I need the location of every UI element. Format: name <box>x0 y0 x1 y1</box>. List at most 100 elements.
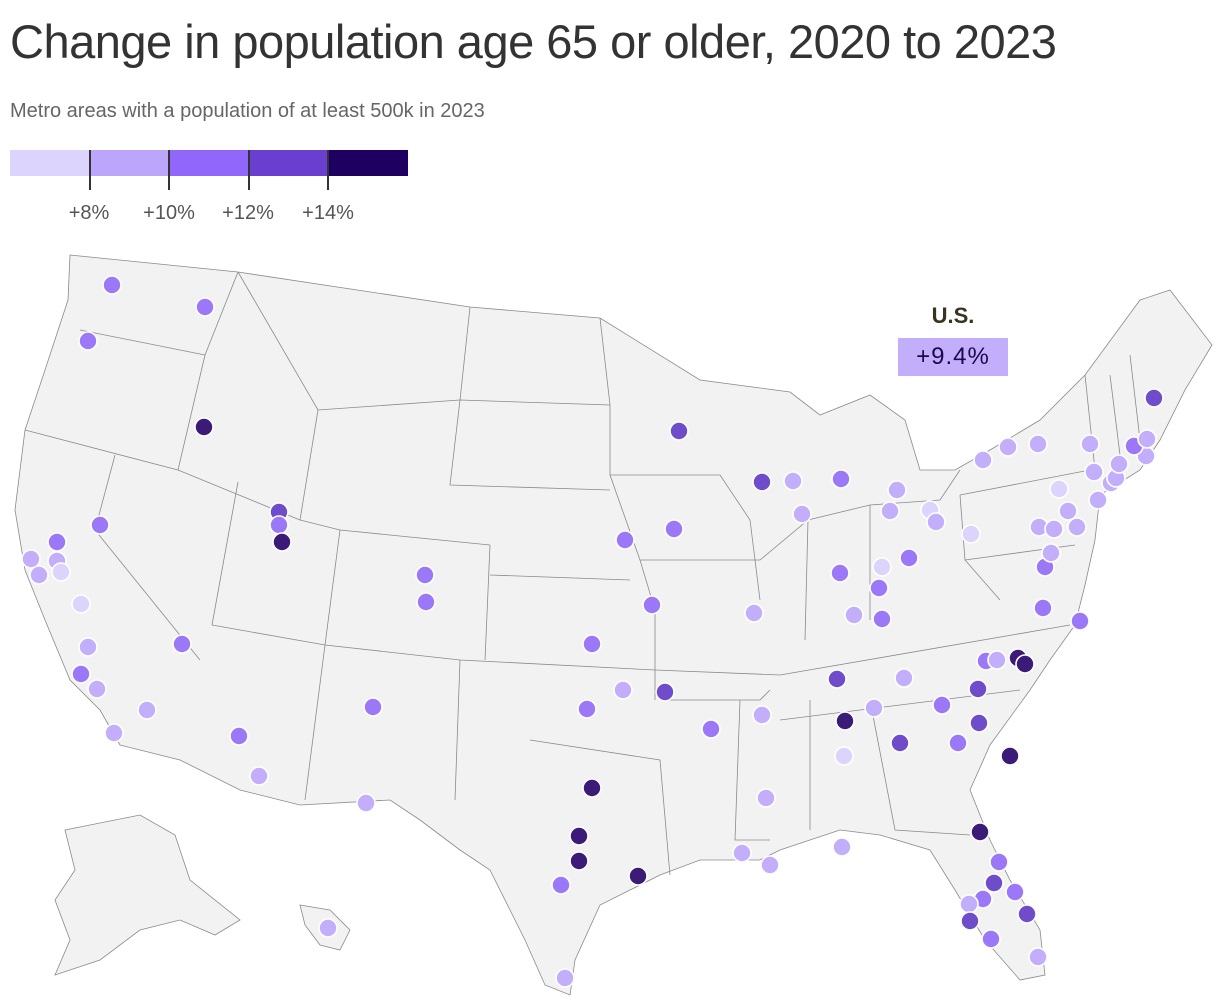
metro-dot <box>415 565 435 585</box>
metro-dot <box>973 450 993 470</box>
metro-dot <box>195 297 215 317</box>
metro-dot <box>760 855 780 875</box>
legend-tick <box>248 150 250 190</box>
metro-dot <box>894 668 914 688</box>
legend-swatch-4 <box>249 150 329 176</box>
metro-dot <box>669 421 689 441</box>
state-border <box>454 659 461 801</box>
chart-subtitle: Metro areas with a population of at leas… <box>10 100 485 122</box>
metro-dot <box>78 331 98 351</box>
metro-dot <box>869 578 889 598</box>
metro-dot <box>577 699 597 719</box>
state-border <box>869 699 971 836</box>
metro-dot <box>835 711 855 731</box>
metro-dots <box>21 275 1164 988</box>
metro-dot <box>1109 454 1129 474</box>
metro-dot <box>104 723 124 743</box>
metro-dot <box>71 594 91 614</box>
us-value-badge: +9.4% <box>898 338 1008 376</box>
metro-dot <box>948 733 968 753</box>
metro-dot <box>363 697 383 717</box>
metro-dot <box>960 911 980 931</box>
metro-dot <box>90 515 110 535</box>
us-label: U.S. <box>931 303 975 328</box>
us-map <box>14 254 1213 996</box>
metro-dot <box>1041 543 1061 563</box>
metro-dot <box>783 471 803 491</box>
state-border <box>484 544 491 661</box>
metro-dot <box>890 733 910 753</box>
state-border <box>211 624 1071 676</box>
metro-dot <box>844 605 864 625</box>
metro-dot <box>78 637 98 657</box>
metro-dot <box>555 968 575 988</box>
metro-dot <box>1015 654 1035 674</box>
metro-dot <box>961 524 981 544</box>
legend-tick <box>168 150 170 190</box>
metro-dot <box>1067 517 1087 537</box>
metro-dot <box>1137 429 1157 449</box>
state-border <box>959 469 1091 496</box>
legend-label: +12% <box>222 202 274 224</box>
state-border <box>177 271 239 471</box>
state-border <box>1084 374 1096 471</box>
metro-dot <box>732 843 752 863</box>
metro-dot <box>1028 434 1048 454</box>
metro-dot <box>194 417 214 437</box>
metro-dot <box>664 519 684 539</box>
metro-dot <box>987 650 1007 670</box>
metro-dot <box>959 894 979 914</box>
metro-dot <box>701 719 721 739</box>
metro-dot <box>827 669 847 689</box>
alaska-shape <box>54 814 241 976</box>
state-border <box>324 529 341 646</box>
state-border <box>529 739 671 876</box>
metro-dot <box>1049 479 1069 499</box>
contiguous-us-shape <box>14 254 1213 996</box>
metro-dot <box>864 698 884 718</box>
metro-dot <box>887 480 907 500</box>
metro-dot <box>29 565 49 585</box>
metro-dot <box>926 512 946 532</box>
metro-dot <box>582 634 602 654</box>
legend-swatch-5 <box>328 150 408 176</box>
metro-dot <box>21 549 41 569</box>
legend-swatch-3 <box>169 150 249 176</box>
metro-dot <box>628 866 648 886</box>
state-border <box>237 271 611 411</box>
state-border <box>304 644 326 801</box>
metro-dot <box>172 634 192 654</box>
state-border <box>24 429 301 521</box>
state-border <box>489 574 631 581</box>
metro-dot <box>356 793 376 813</box>
metro-dot <box>87 679 107 699</box>
metro-dot <box>832 837 852 857</box>
metro-dot <box>872 609 892 629</box>
metro-dot <box>615 530 635 550</box>
metro-dot <box>569 826 589 846</box>
metro-dot <box>137 700 157 720</box>
metro-dot <box>968 679 988 699</box>
metro-dot <box>970 822 990 842</box>
metro-dot <box>1044 519 1064 539</box>
legend-swatch-1 <box>10 150 90 176</box>
metro-dot <box>1080 434 1100 454</box>
metro-dot <box>71 664 91 684</box>
legend-label: +8% <box>68 202 110 224</box>
metro-dot <box>318 918 338 938</box>
metro-dot <box>752 472 772 492</box>
metro-dot <box>1088 490 1108 510</box>
metro-dot <box>229 726 249 746</box>
metro-dot <box>872 557 892 577</box>
metro-dot <box>249 766 269 786</box>
state-border <box>1129 354 1141 441</box>
metro-dot <box>792 504 812 524</box>
state-border <box>79 329 206 356</box>
state-border <box>299 519 491 546</box>
metro-dot <box>642 595 662 615</box>
state-border <box>211 481 239 626</box>
metro-dot <box>47 532 67 552</box>
metro-dot <box>984 873 1004 893</box>
state-border <box>734 699 770 841</box>
legend-swatch-2 <box>90 150 170 176</box>
